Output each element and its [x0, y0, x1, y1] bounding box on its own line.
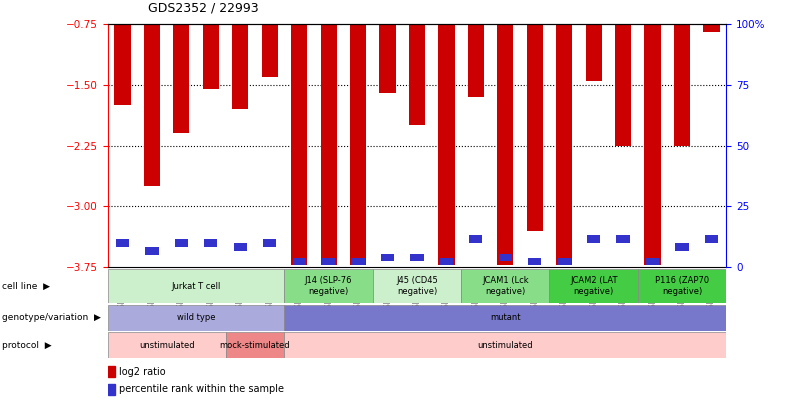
Bar — [350, 24, 366, 265]
Bar — [108, 305, 284, 331]
Text: JCAM2 (LAT
negative): JCAM2 (LAT negative) — [570, 277, 618, 296]
Text: log2 ratio: log2 ratio — [119, 367, 165, 377]
Text: GDS2352 / 22993: GDS2352 / 22993 — [148, 1, 259, 14]
Bar — [645, 24, 661, 265]
Bar — [108, 384, 116, 395]
Bar — [262, 24, 278, 77]
Text: mutant: mutant — [490, 313, 520, 322]
Bar — [674, 24, 690, 145]
Text: J45 (CD45
negative): J45 (CD45 negative) — [396, 277, 438, 296]
Bar — [497, 24, 513, 265]
Bar — [373, 269, 461, 303]
Bar — [646, 258, 659, 265]
Bar — [203, 24, 219, 89]
Text: cell line  ▶: cell line ▶ — [2, 281, 49, 291]
Text: Jurkat T cell: Jurkat T cell — [172, 281, 221, 291]
Bar — [550, 269, 638, 303]
Text: genotype/variation  ▶: genotype/variation ▶ — [2, 313, 101, 322]
Bar — [409, 24, 425, 126]
Bar — [226, 332, 284, 358]
Bar — [617, 235, 630, 243]
Bar — [293, 258, 306, 265]
Bar — [175, 239, 188, 247]
Bar — [263, 239, 276, 247]
Bar — [284, 332, 726, 358]
Text: P116 (ZAP70
negative): P116 (ZAP70 negative) — [655, 277, 709, 296]
Bar — [351, 258, 365, 265]
Text: unstimulated: unstimulated — [477, 341, 533, 350]
Bar — [527, 24, 543, 230]
Bar — [234, 243, 247, 251]
Bar — [558, 258, 571, 265]
Bar — [204, 239, 217, 247]
Text: protocol  ▶: protocol ▶ — [2, 341, 51, 350]
Bar — [232, 24, 248, 109]
Bar — [469, 235, 483, 243]
Bar — [108, 332, 226, 358]
Text: J14 (SLP-76
negative): J14 (SLP-76 negative) — [305, 277, 353, 296]
Bar — [116, 239, 129, 247]
Bar — [705, 235, 718, 243]
Text: percentile rank within the sample: percentile rank within the sample — [119, 384, 283, 394]
Bar — [144, 24, 160, 186]
Bar — [438, 24, 455, 265]
Bar — [638, 269, 726, 303]
Text: unstimulated: unstimulated — [139, 341, 195, 350]
Text: JCAM1 (Lck
negative): JCAM1 (Lck negative) — [482, 277, 528, 296]
Bar — [468, 24, 484, 97]
Bar — [173, 24, 189, 134]
Bar — [675, 243, 689, 251]
Bar — [410, 254, 424, 261]
Bar — [321, 24, 337, 265]
Text: mock-stimulated: mock-stimulated — [219, 341, 290, 350]
Bar — [291, 24, 307, 265]
Bar — [284, 269, 373, 303]
Bar — [108, 269, 284, 303]
Bar — [461, 269, 550, 303]
Bar — [322, 258, 335, 265]
Bar — [114, 24, 131, 105]
Bar — [284, 305, 726, 331]
Bar — [379, 24, 396, 93]
Bar — [703, 24, 720, 32]
Bar — [108, 366, 116, 377]
Bar — [145, 247, 159, 255]
Bar — [440, 258, 453, 265]
Bar — [615, 24, 631, 145]
Bar — [586, 24, 602, 81]
Bar — [587, 235, 600, 243]
Bar — [528, 258, 541, 265]
Bar — [556, 24, 572, 265]
Bar — [381, 254, 394, 261]
Text: wild type: wild type — [177, 313, 215, 322]
Bar — [499, 254, 512, 261]
